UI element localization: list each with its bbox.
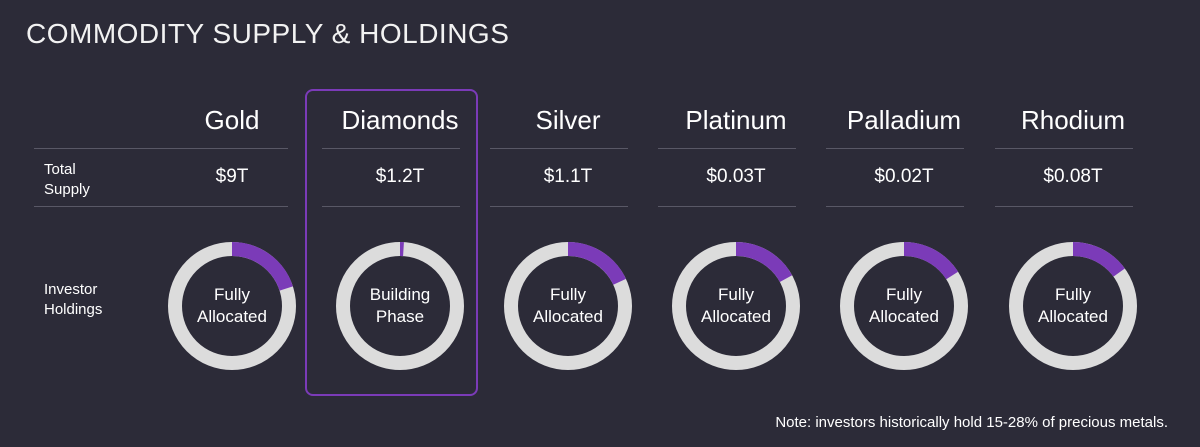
supply-value-diamonds: $1.2T bbox=[375, 166, 425, 187]
investor-holdings-label-line-1: Investor bbox=[44, 281, 98, 298]
column-header-palladium: Palladium bbox=[846, 105, 962, 135]
investor-holdings-row-label: Investor Holdings bbox=[44, 280, 102, 320]
column-header-gold: Gold bbox=[204, 105, 260, 135]
donut-gold bbox=[168, 242, 296, 370]
total-supply-row-label: Total Supply bbox=[44, 160, 90, 200]
footnote: Note: investors historically hold 15-28%… bbox=[775, 414, 1168, 431]
divider-top-diamonds bbox=[322, 148, 460, 149]
total-supply-label-line-1: Total bbox=[44, 161, 76, 178]
page-title: COMMODITY SUPPLY & HOLDINGS bbox=[26, 18, 510, 49]
donut-label-line-2: Allocated bbox=[701, 307, 771, 326]
divider-bottom-rhodium bbox=[995, 206, 1133, 207]
donut-segment-silver bbox=[504, 242, 632, 370]
divider-top-left bbox=[34, 148, 288, 149]
divider-top-palladium bbox=[826, 148, 964, 149]
supply-value-gold: $9T bbox=[215, 166, 249, 187]
donut-rhodium bbox=[1009, 242, 1137, 370]
donut-label-palladium: Fully Allocated bbox=[838, 240, 970, 372]
divider-bottom-platinum bbox=[658, 206, 796, 207]
donut-segment-palladium bbox=[840, 242, 968, 370]
investor-holdings-label-line-2: Holdings bbox=[44, 301, 103, 318]
donut-label-diamonds: Building Phase bbox=[334, 240, 466, 372]
column-header-silver: Silver bbox=[535, 105, 601, 135]
column-header-rhodium: Rhodium bbox=[1020, 105, 1126, 135]
divider-bottom-palladium bbox=[826, 206, 964, 207]
divider-top-silver bbox=[490, 148, 628, 149]
donut-diamonds bbox=[336, 242, 464, 370]
donut-label-rhodium: Fully Allocated bbox=[1007, 240, 1139, 372]
donut-label-gold: Fully Allocated bbox=[166, 240, 298, 372]
donut-label-line-2: Allocated bbox=[197, 307, 267, 326]
column-header-diamonds: Diamonds bbox=[341, 105, 459, 135]
supply-value-platinum: $0.03T bbox=[706, 166, 766, 187]
supply-value-palladium: $0.02T bbox=[874, 166, 934, 187]
donut-platinum bbox=[672, 242, 800, 370]
donut-segment-rhodium bbox=[1009, 242, 1137, 370]
divider-top-platinum bbox=[658, 148, 796, 149]
donut-label-platinum: Fully Allocated bbox=[670, 240, 802, 372]
donut-label-line-2: Allocated bbox=[533, 307, 603, 326]
diamonds-highlight-box bbox=[305, 89, 478, 396]
donut-label-line-1: Fully bbox=[214, 285, 250, 304]
donut-segment-gold bbox=[168, 242, 296, 370]
donut-label-line-1: Fully bbox=[1055, 285, 1091, 304]
supply-value-silver: $1.1T bbox=[543, 166, 593, 187]
donut-segment-diamonds bbox=[336, 242, 464, 370]
total-supply-label-line-2: Supply bbox=[44, 181, 90, 198]
donut-silver bbox=[504, 242, 632, 370]
donut-label-line-1: Building bbox=[369, 285, 431, 304]
donut-label-line-1: Fully bbox=[886, 285, 922, 304]
donut-label-line-1: Fully bbox=[550, 285, 586, 304]
donut-label-line-2: Allocated bbox=[869, 307, 939, 326]
donut-palladium bbox=[840, 242, 968, 370]
donut-label-line-2: Phase bbox=[375, 307, 425, 326]
donut-label-silver: Fully Allocated bbox=[502, 240, 634, 372]
column-header-platinum: Platinum bbox=[685, 105, 787, 135]
donut-label-line-1: Fully bbox=[718, 285, 754, 304]
supply-value-rhodium: $0.08T bbox=[1043, 166, 1103, 187]
donut-segment-platinum bbox=[672, 242, 800, 370]
donut-label-line-2: Allocated bbox=[1038, 307, 1108, 326]
divider-top-rhodium bbox=[995, 148, 1133, 149]
divider-bottom-diamonds bbox=[322, 206, 460, 207]
divider-bottom-left bbox=[34, 206, 288, 207]
divider-bottom-silver bbox=[490, 206, 628, 207]
